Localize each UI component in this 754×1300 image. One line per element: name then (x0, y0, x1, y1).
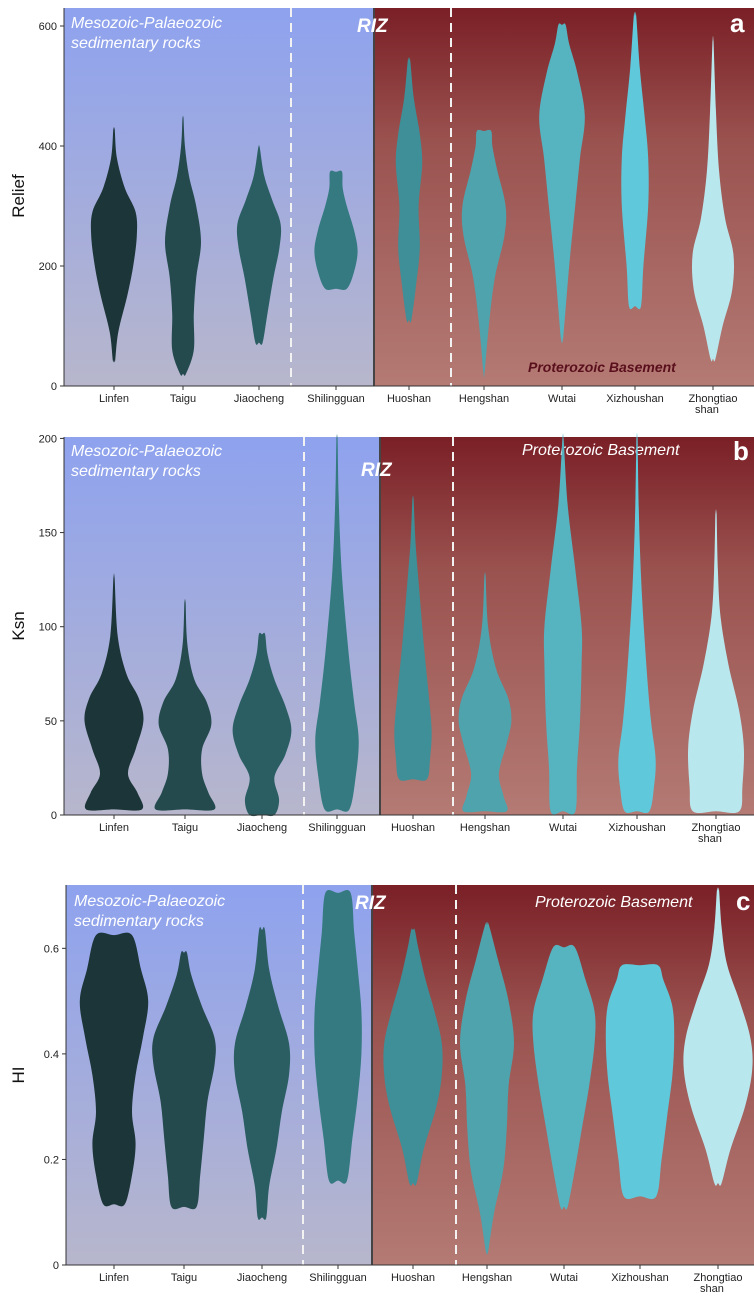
riz-label-a: RIZ (357, 16, 389, 37)
panel-letter-c: c (736, 886, 750, 916)
violin-a-huoshan (395, 57, 423, 323)
y-axis-title-c: HI (9, 1067, 28, 1084)
y-tick-label-b: 0 (51, 810, 57, 822)
violin-a-zhongtiao-shan (691, 35, 735, 362)
sedimentary-label-a-line2: sedimentary rocks (71, 35, 201, 52)
riz-label-b: RIZ (361, 460, 393, 481)
x-tick-label-b: Zhongtiao (692, 822, 741, 834)
x-tick-label-c: Zhongtiao (694, 1272, 743, 1284)
x-tick-label-c: Jiaocheng (237, 1272, 287, 1284)
violin-c-hengshan (460, 922, 514, 1255)
violins-a (90, 11, 735, 378)
x-tick-label-a: Jiaocheng (234, 393, 284, 405)
violin-c-taigu (152, 950, 216, 1210)
violin-b-wutai (543, 433, 583, 815)
violin-a-xizhoushan (621, 11, 649, 310)
x-tick-label-b: Xizhoushan (608, 822, 666, 834)
y-tick-label-c: 0 (53, 1260, 59, 1272)
violins-c (79, 887, 753, 1255)
x-tick-label-a: Linfen (99, 393, 129, 405)
violin-c-huoshan (383, 928, 443, 1186)
violin-b-jiaocheng (232, 632, 292, 817)
riz-label-c: RIZ (355, 893, 387, 914)
panel-b-ksn: Mesozoic-Palaeozoic sedimentary rocks RI… (9, 432, 754, 845)
x-tick-label-b: Linfen (99, 822, 129, 834)
y-tick-label-b: 150 (39, 528, 57, 540)
x-tick-label-c: Xizhoushan (611, 1272, 669, 1284)
y-tick-label-a: 0 (51, 381, 57, 393)
x-tick-label-b-line2: shan (698, 833, 722, 845)
violin-c-linfen (79, 932, 149, 1207)
panel-letter-b: b (733, 436, 749, 466)
x-tick-label-c: Linfen (99, 1272, 129, 1284)
x-tick-label-b: Wutai (549, 822, 577, 834)
y-tick-label-a: 600 (39, 21, 57, 33)
panel-a-relief: Mesozoic-Palaeozoic sedimentary rocks RI… (9, 8, 754, 416)
x-tick-label-c: Wutai (550, 1272, 578, 1284)
sedimentary-label-c-line1: Mesozoic-Palaeozoic (74, 893, 225, 910)
violin-b-linfen (84, 573, 144, 811)
basement-label-c: Proterozoic Basement (535, 894, 693, 911)
sedimentary-label-b-line1: Mesozoic-Palaeozoic (71, 443, 222, 460)
x-tick-label-a-line2: shan (695, 404, 719, 416)
x-tick-label-c: Huoshan (391, 1272, 435, 1284)
x-tick-label-a: Zhongtiao (689, 393, 738, 405)
violin-a-jiaocheng (236, 145, 282, 345)
x-tick-label-a: Taigu (170, 393, 196, 405)
x-tick-label-a: Wutai (548, 393, 576, 405)
x-tick-label-a: Huoshan (387, 393, 431, 405)
violin-c-zhongtiao-shan (683, 887, 753, 1186)
violin-c-jiaocheng (233, 926, 291, 1220)
violin-a-taigu (165, 115, 201, 376)
y-tick-label-b: 50 (45, 716, 57, 728)
violin-a-wutai (539, 23, 585, 344)
violin-a-shilingguan (314, 170, 358, 291)
y-axis-title-a: Relief (9, 174, 28, 218)
violin-b-xizhoushan (618, 432, 656, 814)
x-tick-label-b: Huoshan (391, 822, 435, 834)
y-axis-title-b: Ksn (9, 611, 28, 640)
x-tick-label-b: Hengshan (460, 822, 510, 834)
x-tick-label-b: Taigu (172, 822, 198, 834)
x-tick-label-b: Jiaocheng (237, 822, 287, 834)
x-tick-label-c: Hengshan (462, 1272, 512, 1284)
violin-a-hengshan (461, 129, 507, 378)
x-tick-label-a: Hengshan (459, 393, 509, 405)
sedimentary-label-c-line2: sedimentary rocks (74, 913, 204, 930)
violin-c-shilingguan (314, 889, 362, 1184)
violin-c-xizhoushan (605, 964, 675, 1200)
violin-b-huoshan (394, 495, 432, 781)
y-tick-label-a: 400 (39, 141, 57, 153)
x-tick-label-b: Shilingguan (308, 822, 366, 834)
basement-label-b: Proterozoic Basement (522, 442, 680, 459)
violin-b-hengshan (458, 572, 512, 813)
y-tick-label-c: 0.4 (44, 1049, 59, 1061)
basement-label-a: Proterozoic Basement (528, 359, 677, 375)
violin-b-zhongtiao-shan (687, 509, 745, 814)
violins-b (84, 432, 745, 817)
y-tick-label-c: 0.6 (44, 943, 59, 955)
violin-c-wutai (532, 944, 596, 1210)
x-tick-label-a: Xizhoushan (606, 393, 664, 405)
y-tick-label-c: 0.2 (44, 1154, 59, 1166)
y-tick-label-a: 200 (39, 261, 57, 273)
y-tick-label-b: 200 (39, 433, 57, 445)
panel-c-hi: Mesozoic-Palaeozoic sedimentary rocks RI… (9, 885, 754, 1295)
x-tick-label-a: Shilingguan (307, 393, 365, 405)
sedimentary-label-a-line1: Mesozoic-Palaeozoic (71, 15, 222, 32)
violin-a-linfen (90, 127, 138, 363)
sedimentary-label-b-line2: sedimentary rocks (71, 463, 201, 480)
axes-b: 0 50 100 150 200 Linfen Taigu Jiaocheng Shilingg… (39, 433, 754, 845)
violin-b-taigu (154, 599, 216, 811)
panel-letter-a: a (730, 8, 745, 38)
violin-b-shilingguan (315, 434, 359, 812)
axes-a: 0 200 400 600 Linfen Taigu Jiaocheng Shilinggua… (39, 8, 754, 416)
y-tick-label-b: 100 (39, 622, 57, 634)
axes-c: 0 0.2 0.4 0.6 Linfen Taigu Jiaocheng Shilinggua… (44, 885, 754, 1295)
x-tick-label-c: Shilingguan (309, 1272, 367, 1284)
x-tick-label-c-line2: shan (700, 1283, 724, 1295)
x-tick-label-c: Taigu (171, 1272, 197, 1284)
